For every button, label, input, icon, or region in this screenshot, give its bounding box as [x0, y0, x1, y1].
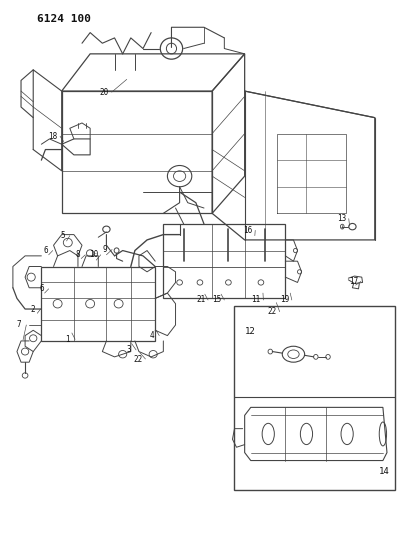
Text: 9: 9 — [102, 245, 107, 254]
Bar — [235, 306, 395, 490]
Text: 5: 5 — [60, 231, 65, 240]
Text: 13: 13 — [337, 214, 346, 223]
Text: 14: 14 — [379, 467, 390, 475]
Text: 16: 16 — [243, 226, 253, 235]
Text: 22: 22 — [133, 354, 143, 364]
Text: 15: 15 — [213, 295, 222, 304]
Text: 11: 11 — [251, 295, 261, 304]
Text: 22: 22 — [268, 307, 277, 316]
Text: 6124 100: 6124 100 — [37, 14, 91, 25]
Text: 8: 8 — [75, 251, 80, 260]
Text: 10: 10 — [89, 251, 98, 260]
Text: 6: 6 — [43, 246, 48, 255]
Text: 12: 12 — [245, 327, 255, 336]
Text: 6: 6 — [39, 284, 44, 293]
Text: 17: 17 — [349, 277, 358, 286]
Text: 7: 7 — [17, 320, 21, 329]
Text: 4: 4 — [150, 331, 154, 340]
Text: 1: 1 — [65, 335, 70, 344]
Text: 21: 21 — [196, 295, 205, 304]
Text: 18: 18 — [48, 132, 58, 141]
Text: 19: 19 — [280, 295, 289, 304]
Text: 3: 3 — [126, 345, 131, 354]
Text: 2: 2 — [31, 304, 35, 313]
Text: 20: 20 — [100, 87, 109, 96]
